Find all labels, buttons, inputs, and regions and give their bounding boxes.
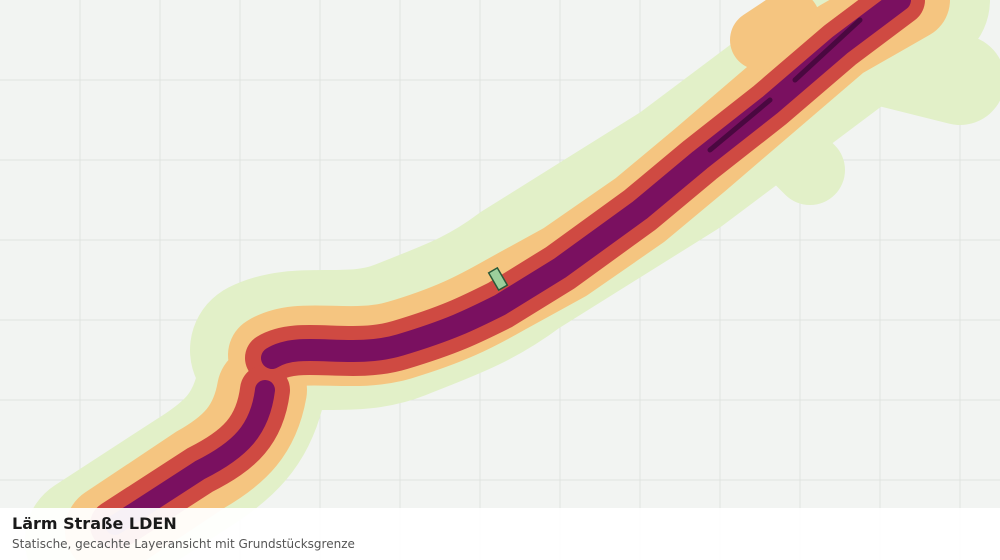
parcel-boundary[interactable]	[487, 266, 509, 292]
zone-extreme	[707, 17, 863, 153]
layer-subtitle: Statische, gecachte Layeransicht mit Gru…	[12, 537, 355, 551]
caption-bar: Lärm Straße LDEN Statische, gecachte Lay…	[0, 508, 1000, 560]
zone-very-high	[105, 0, 911, 535]
layer-title: Lärm Straße LDEN	[12, 514, 177, 533]
noise-layer	[25, 0, 1000, 560]
